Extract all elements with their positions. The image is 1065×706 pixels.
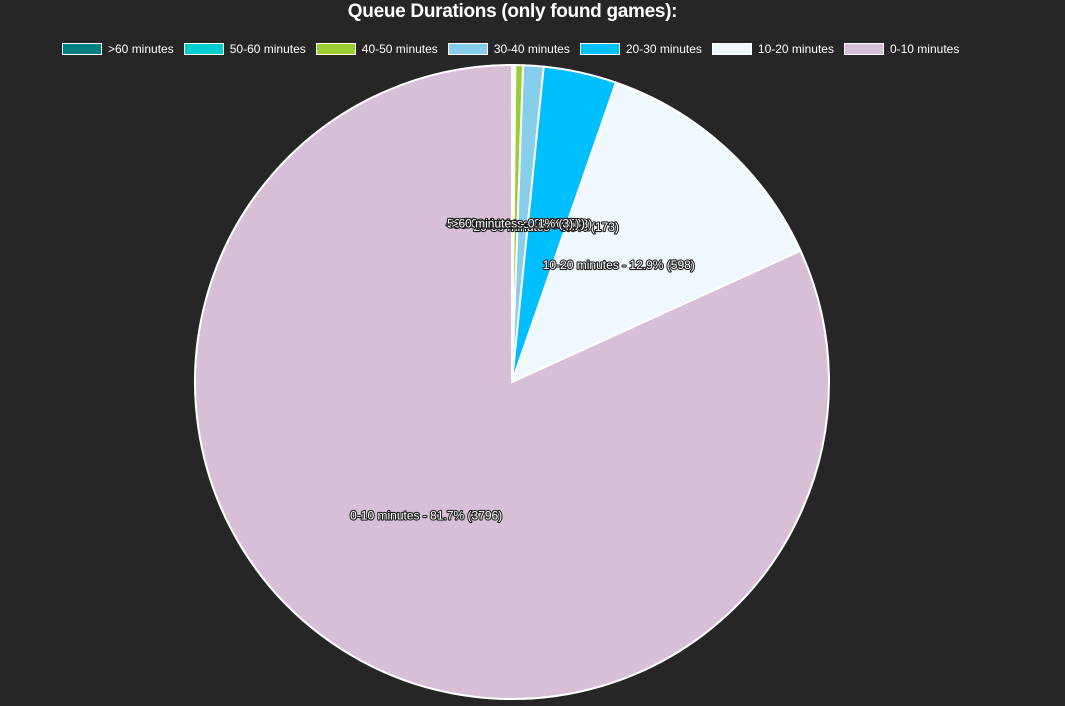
slice-label: 0-10 minutes - 81.7% (3796) (350, 508, 502, 522)
legend-item[interactable]: 20-30 minutes (579, 42, 702, 56)
chart-legend: >60 minutes 50-60 minutes 40-50 minutes 30-… (62, 40, 969, 58)
legend-swatch (447, 43, 488, 55)
slice-label: 30-40 minutes - 1.0% (48) (453, 217, 592, 231)
legend-item[interactable]: 50-60 minutes (183, 42, 306, 56)
legend-item[interactable]: >60 minutes (62, 42, 174, 56)
legend-item[interactable]: 0-10 minutes (843, 42, 960, 56)
slice-label: >60 minutes - 0.1% (3) (451, 217, 573, 231)
legend-item[interactable]: 30-40 minutes (447, 42, 570, 56)
pie-slice[interactable] (510, 81, 802, 384)
legend-item[interactable]: 40-50 minutes (315, 42, 438, 56)
chart-title: Queue Durations (only found games): (347, 1, 678, 22)
legend-swatch (579, 43, 620, 55)
slice-label: 10-20 minutes - 12.9% (598) (543, 258, 695, 272)
legend-label: 0-10 minutes (889, 42, 960, 56)
legend-label: 30-40 minutes (493, 42, 570, 56)
legend-item[interactable]: 10-20 minutes (711, 42, 834, 56)
slice-label: 40-50 minutes - 0.4% (18) (446, 217, 585, 231)
legend-swatch (843, 43, 884, 55)
legend-label: 10-20 minutes (757, 42, 834, 56)
slice-label: 50-60 minutes - 0.1% (5) (447, 217, 579, 231)
legend-swatch (711, 43, 752, 55)
pie-slice[interactable] (194, 63, 830, 700)
legend-label: 50-60 minutes (229, 42, 306, 56)
legend-label: >60 minutes (108, 42, 174, 56)
legend-swatch (315, 43, 356, 55)
legend-label: 40-50 minutes (361, 42, 438, 56)
slice-label: 20-30 minutes - 3.7% (173) (473, 220, 618, 234)
legend-swatch (183, 43, 224, 55)
legend-swatch (62, 43, 102, 55)
legend-label: 20-30 minutes (625, 42, 702, 56)
